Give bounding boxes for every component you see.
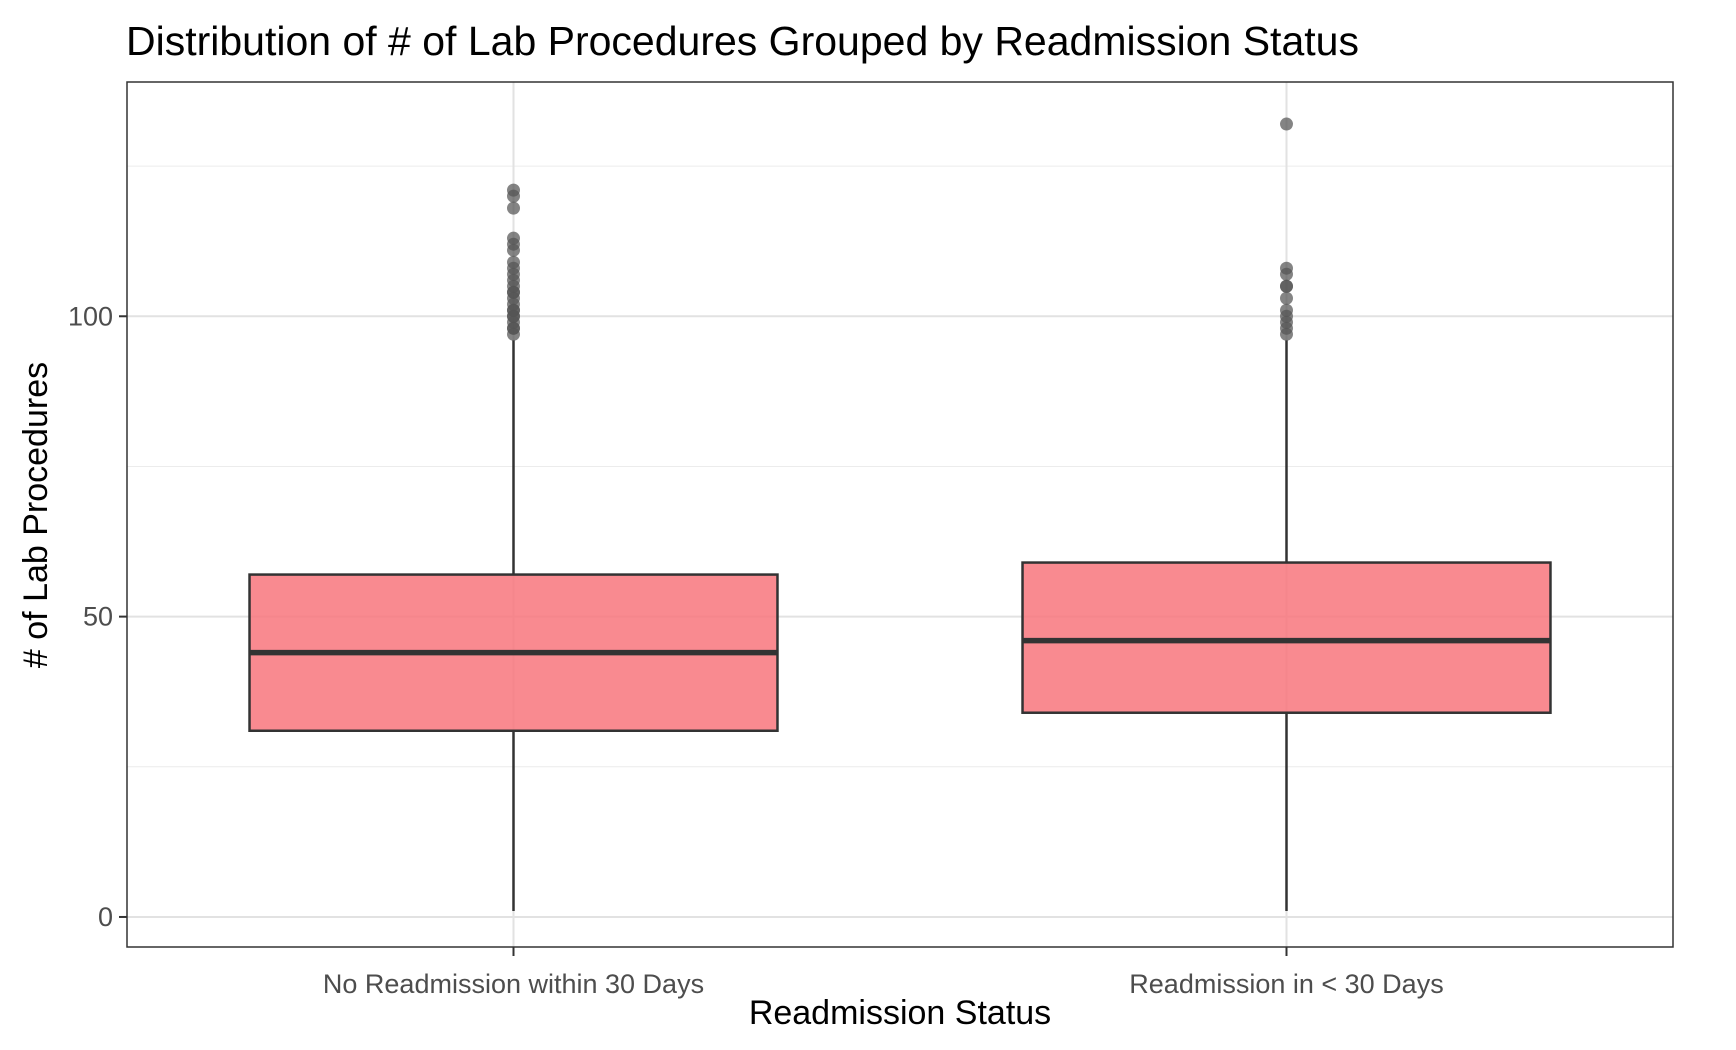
y-axis-title: # of Lab Procedures: [17, 362, 55, 668]
outlier-point: [507, 201, 520, 215]
outlier-point: [1280, 261, 1293, 275]
outlier-point: [507, 231, 520, 245]
boxes-layer: [248, 117, 1552, 911]
panel-border: [126, 81, 1674, 948]
outlier-point: [507, 183, 520, 197]
iqr-box: [1021, 561, 1552, 714]
box-group: [1021, 117, 1552, 911]
chart-title: Distribution of # of Lab Procedures Grou…: [126, 18, 1359, 64]
x-tick-label: Readmission in < 30 Days: [1129, 969, 1443, 999]
outlier-point: [1280, 303, 1293, 317]
x-tick-label: No Readmission within 30 Days: [323, 969, 704, 999]
axes-layer: 0 50 100 No Readmission within 30 Days Readm…: [68, 301, 1444, 999]
outlier-point: [1280, 291, 1293, 305]
outlier-point: [1280, 279, 1293, 293]
grid-layer: [127, 82, 1673, 947]
y-tick-label: 0: [98, 902, 113, 932]
y-tick-label: 100: [68, 301, 113, 331]
outlier-point: [507, 255, 520, 269]
x-axis-title: Readmission Status: [749, 994, 1051, 1032]
box-group: [248, 183, 779, 911]
y-tick-label: 50: [83, 602, 113, 632]
outlier-point: [1280, 117, 1293, 131]
